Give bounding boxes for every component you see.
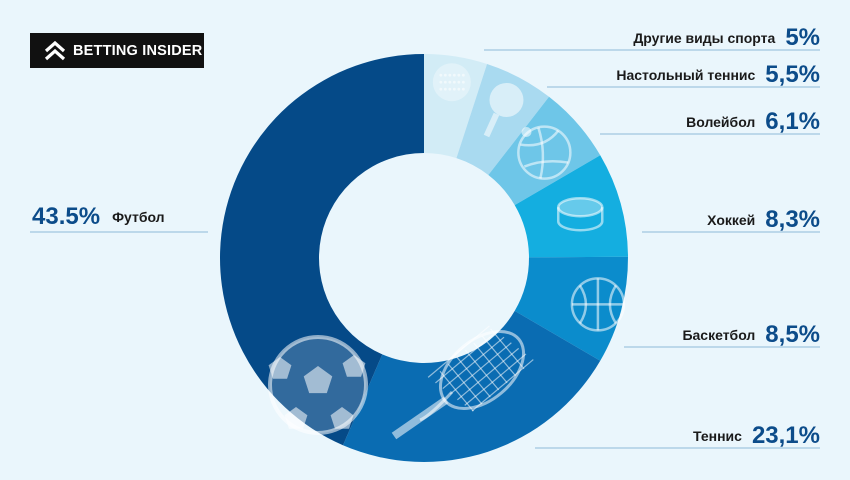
slice-1-arc	[456, 63, 550, 176]
basketball-icon	[570, 277, 626, 332]
slice-2-value-label: 6,1%	[765, 108, 820, 135]
slice-6-name-label: Футбол	[112, 209, 165, 225]
slice-5-value-label: 23,1%	[752, 422, 820, 449]
slice-3-name-label: Хоккей	[707, 212, 755, 228]
betting-insider-logo: BETTING INSIDER	[30, 33, 204, 68]
slice-2-arc	[488, 96, 601, 206]
slice-0-name-label: Другие виды спорта	[633, 30, 775, 46]
slice-0-value-label: 5%	[785, 24, 820, 51]
slice-4-name-label: Баскетбол	[682, 327, 755, 343]
slice-3-arc	[514, 155, 628, 258]
slice-4-value-label: 8,5%	[765, 321, 820, 348]
hockey-puck-icon	[557, 197, 604, 232]
golf-ball-icon	[432, 63, 471, 102]
slice-3-value-label: 8,3%	[765, 206, 820, 233]
slice-6-arc	[220, 54, 424, 446]
slice-icons	[268, 63, 626, 440]
labels: 5% Другие виды спорта 5,5% Настольный тенни…	[30, 24, 820, 449]
volleyball-icon	[517, 125, 572, 180]
soccer-ball-icon	[268, 335, 368, 435]
slice-0-arc	[424, 54, 488, 159]
table-tennis-paddle-icon	[483, 82, 532, 138]
slice-6-value-label: 43.5%	[32, 203, 100, 230]
logo-text: BETTING INSIDER	[73, 42, 203, 59]
tennis-racket-icon	[391, 325, 534, 440]
slice-1-value-label: 5,5%	[765, 61, 820, 88]
slice-1-name-label: Настольный теннис	[616, 67, 755, 83]
slice-5-name-label: Теннис	[693, 428, 742, 444]
double-chevron-up-icon	[44, 40, 66, 60]
slice-2-name-label: Волейбол	[686, 114, 755, 130]
